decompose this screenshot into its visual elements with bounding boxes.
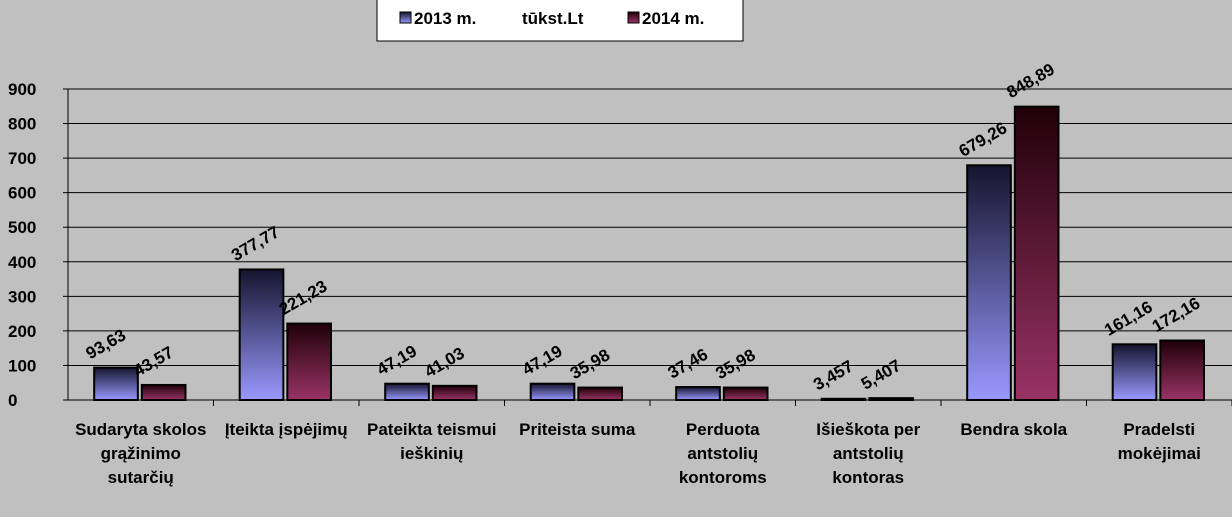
x-tick-label: Pradelsti mokėjimai <box>1117 420 1201 463</box>
x-tick-label: Sudaryta skolos grąžinimo sutarčių <box>75 420 207 487</box>
data-label: 5,407 <box>858 356 904 394</box>
bar <box>1013 105 1060 401</box>
legend-swatch <box>627 11 640 24</box>
data-label: 35,98 <box>567 345 613 383</box>
bar <box>966 164 1012 401</box>
y-tick-label: 600 <box>8 184 36 203</box>
bar <box>529 382 576 402</box>
bar <box>140 383 187 402</box>
y-tick-label: 700 <box>8 149 36 168</box>
data-label: 43,57 <box>130 343 176 381</box>
data-label: 47,19 <box>519 341 565 379</box>
bar <box>1159 339 1205 401</box>
y-tick-label: 300 <box>8 287 36 306</box>
bar <box>675 386 721 401</box>
legend-box <box>376 0 744 42</box>
bar <box>577 386 623 402</box>
data-label: 172,16 <box>1149 294 1204 336</box>
legend-label: 2014 m. <box>642 9 704 28</box>
data-label: 41,03 <box>421 344 467 382</box>
x-tick-label: Įteikta įspėjimų <box>224 420 348 439</box>
data-label: 37,46 <box>665 345 711 383</box>
data-label: 35,98 <box>712 345 758 383</box>
y-tick-label: 400 <box>8 253 36 272</box>
bar <box>431 384 478 402</box>
data-label: 3,457 <box>810 357 856 395</box>
data-label: 47,19 <box>374 341 420 379</box>
legend-unit: tūkst.Lt <box>522 9 584 28</box>
y-tick-label: 100 <box>8 356 36 375</box>
x-tick-label: Priteista suma <box>519 420 636 439</box>
bar <box>286 322 332 401</box>
legend-swatch <box>399 11 412 24</box>
bar <box>1111 343 1158 402</box>
bar <box>93 366 139 401</box>
bar <box>722 386 769 402</box>
x-tick-label: Išieškota per antstolių kontoras <box>816 420 921 487</box>
data-label: 848,89 <box>1003 60 1058 102</box>
x-tick-label: Pateikta teismui ieškinių <box>367 420 497 463</box>
y-tick-label: 800 <box>8 115 36 134</box>
y-tick-label: 0 <box>8 391 17 410</box>
bar <box>384 382 430 402</box>
y-tick-label: 500 <box>8 218 36 237</box>
bar <box>238 268 285 401</box>
y-tick-label: 900 <box>8 80 36 99</box>
x-tick-label: Perduota antstolių kontoroms <box>678 420 767 487</box>
data-label: 679,26 <box>956 118 1011 160</box>
legend-label: 2013 m. <box>414 9 476 28</box>
x-tick-label: Bendra skola <box>960 420 1068 439</box>
y-tick-label: 200 <box>8 322 36 341</box>
data-label: 161,16 <box>1101 297 1156 339</box>
data-label: 377,77 <box>228 222 283 264</box>
